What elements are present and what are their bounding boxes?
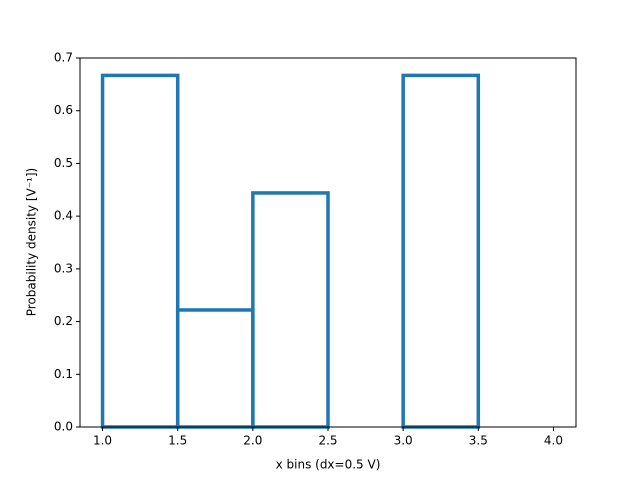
y-tick-label: 0.1 [54, 367, 73, 381]
x-tick-label: 1.0 [93, 434, 112, 448]
bar [175, 308, 255, 429]
y-tick-label: 0.2 [54, 314, 73, 328]
x-tick-label: 4.0 [544, 434, 563, 448]
y-tick-label: 0.6 [54, 103, 73, 117]
bar [251, 191, 330, 429]
y-axis-label: Probability density [V⁻¹]) [25, 168, 39, 316]
x-tick-label: 2.0 [243, 434, 262, 448]
x-tick-label: 3.5 [469, 434, 488, 448]
y-tick-label: 0.4 [54, 209, 73, 223]
x-axis-label: x bins (dx=0.5 V) [276, 458, 381, 472]
x-tick-label: 1.5 [168, 434, 187, 448]
x-tick-label: 2.5 [318, 434, 337, 448]
y-tick-label: 0.3 [54, 261, 73, 275]
bar [100, 73, 180, 429]
y-tick-label: 0.7 [54, 51, 73, 65]
y-tick-label: 0.0 [54, 420, 73, 434]
bar [401, 73, 481, 429]
y-tick-label: 0.5 [54, 156, 73, 170]
x-tick-label: 3.0 [394, 434, 413, 448]
